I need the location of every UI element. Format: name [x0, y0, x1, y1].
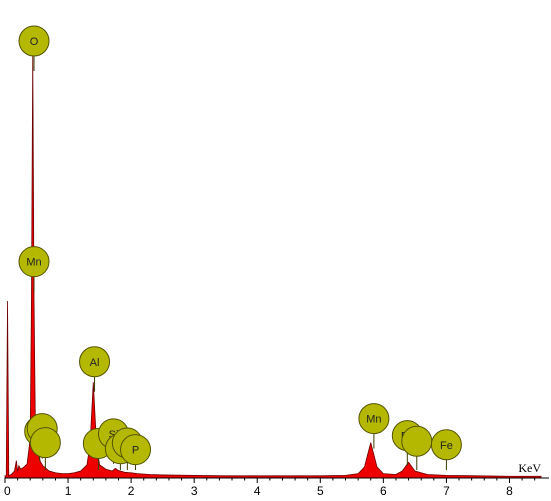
series-layer [4, 52, 542, 479]
x-tick-label: 0 [4, 484, 11, 498]
element-marker: Mn [358, 403, 390, 449]
marker-label: Fe [440, 440, 453, 452]
x-tick-label: 3 [191, 484, 198, 498]
marker-circle [358, 403, 390, 435]
marker-label: P [132, 445, 139, 457]
marker-label: Al [90, 357, 100, 369]
x-tick-label: 2 [128, 484, 135, 498]
x-tick-label: 8 [506, 484, 513, 498]
x-axis-unit-label: KeV [518, 461, 541, 475]
marker-label: O [30, 36, 39, 48]
marker-circle [401, 425, 433, 457]
marker-label: Mn [26, 257, 41, 269]
marker-circle [120, 434, 152, 466]
element-marker: P [120, 434, 152, 470]
marker-circle [430, 429, 462, 461]
spectrum-area-0 [4, 52, 542, 479]
x-tick-label: 6 [380, 484, 387, 498]
x-tick-label: 5 [317, 484, 324, 498]
marker-circle [18, 246, 50, 278]
element-marker [401, 425, 433, 470]
x-tick-label: 1 [65, 484, 72, 498]
element-marker: Mn [18, 246, 50, 292]
marker-circle [79, 346, 111, 378]
marker-circle [18, 25, 50, 57]
x-tick-label: 7 [443, 484, 450, 498]
element-marker: Al [79, 346, 111, 392]
element-marker [29, 427, 61, 470]
marker-label: Mn [366, 414, 381, 426]
marker-circle [29, 427, 61, 459]
element-marker: O [18, 25, 50, 71]
element-marker: Fe [430, 429, 462, 470]
x-axis: 0 1 2 3 4 5 6 7 8 [4, 477, 549, 498]
x-tick-label: 4 [254, 484, 261, 498]
element-markers: OMnAlFeSiPMnFeFe [18, 25, 462, 470]
